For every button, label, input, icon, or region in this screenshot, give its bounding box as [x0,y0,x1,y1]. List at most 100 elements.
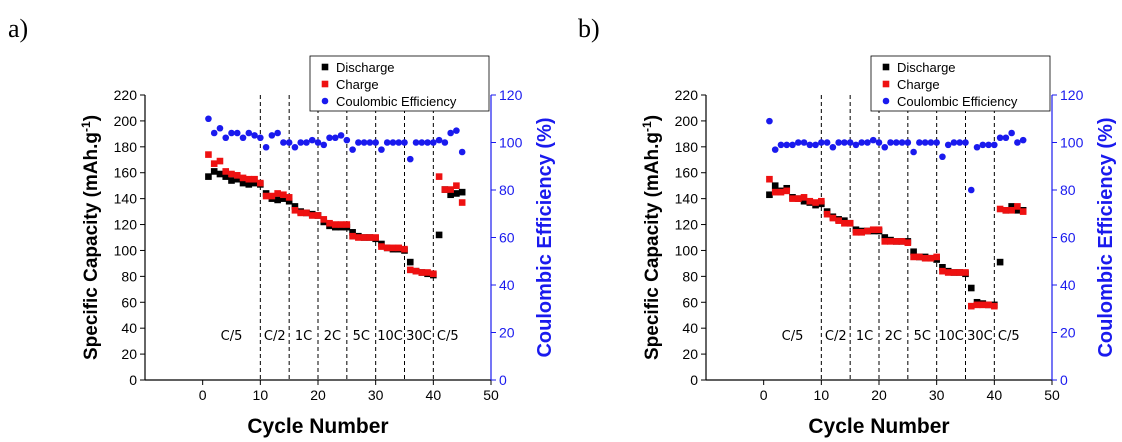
charge-point [383,244,391,252]
discharge-point [967,284,975,292]
efficiency-point [389,139,397,146]
y-tick-label: 20 [682,346,698,362]
charge-point [337,221,345,228]
efficiency-point [771,146,779,153]
charge-point [262,192,270,200]
efficiency-point [800,139,808,146]
charge-point [401,245,408,253]
discharge-point [881,234,889,241]
efficiency-point [418,139,426,146]
efficiency-point [852,141,860,149]
charge-point [875,226,883,234]
charge-point [435,173,443,180]
y-tick-label: 40 [121,320,137,336]
discharge-point [274,196,281,204]
panel-label-b: b) [578,14,600,43]
discharge-point [1014,206,1021,214]
legend-marker-efficiency [321,97,329,105]
y2-tick-label: 40 [499,277,515,293]
y-tick-label: 0 [129,372,137,388]
rate-label: C/5 [998,329,1020,344]
efficiency-point [274,129,281,137]
rate-label: 30C [967,329,993,344]
efficiency-point [297,139,305,146]
charge-point [430,270,437,278]
discharge-point [210,168,218,175]
y-tick-label: 100 [675,242,699,258]
charge-point [921,254,929,262]
efficiency-point [829,143,837,151]
efficiency-point [985,141,992,149]
efficiency-point [228,129,235,137]
efficiency-point [401,139,408,146]
discharge-point [766,191,773,199]
y-tick-label: 60 [121,294,137,310]
y-tick-label: 180 [675,139,699,155]
efficiency-point [835,139,842,146]
efficiency-point [222,134,230,142]
charge-point [904,239,912,246]
rate-label: 1C [856,329,873,344]
efficiency-point [904,139,912,146]
y2-tick-label: 20 [1060,325,1076,341]
efficiency-point [846,139,854,146]
efficiency-point [383,139,391,146]
x-tick-label: 0 [760,387,768,403]
charge-point [406,266,414,274]
x-tick-label: 30 [368,387,384,403]
efficiency-point [343,136,351,144]
y-tick-label: 220 [675,87,699,103]
y2-tick-label: 100 [499,135,523,151]
legend-marker-efficiency [882,97,890,105]
panel-label-a: a) [8,14,29,43]
discharge-point [447,191,454,199]
charge-point [823,210,831,218]
efficiency-point [308,136,316,144]
efficiency-point [458,148,466,156]
charge-point [222,168,230,175]
charge-point [257,179,264,187]
y-tick-label: 60 [682,294,698,310]
efficiency-point [996,134,1004,142]
charge-point [944,269,952,276]
legend: Discharge Charge Coulombic Efficiency [309,55,490,112]
charge-point [818,197,825,205]
efficiency-point [239,134,247,142]
charge-point [228,170,235,178]
rate-label: 1C [295,329,312,344]
x-tick-label: 50 [1044,387,1060,403]
efficiency-point [893,139,900,146]
charge-point [343,221,351,228]
x-tick-label: 50 [483,387,499,403]
y-axis-title-main: Specific Capacity (mAh.g [81,132,102,360]
discharge-point [285,197,293,205]
y2-tick-label: 40 [1060,277,1076,293]
efficiency-point [1019,136,1027,144]
legend-label: Discharge [336,60,395,75]
efficiency-point [818,139,825,146]
discharge-point [280,195,287,202]
x-tick-label: 40 [987,387,1003,403]
y-tick-label: 120 [675,217,699,233]
discharge-point [458,188,466,196]
efficiency-point [326,134,333,142]
discharge-point [939,263,946,271]
y2-tick-label: 20 [499,325,515,341]
charge-point [783,187,791,195]
charge-point [349,232,356,240]
efficiency-point [979,141,987,149]
efficiency-point [898,139,906,146]
efficiency-point [332,134,339,142]
y2-tick-label: 0 [499,372,507,388]
charge-point [852,229,860,236]
discharge-point [291,203,299,210]
y-tick-label: 140 [114,191,138,207]
charge-point [967,302,975,310]
x-axis-title: Cycle Number [247,415,388,438]
efficiency-point [447,129,454,137]
discharge-point [239,179,247,187]
x-tick-label: 20 [310,387,326,403]
discharge-point [228,177,235,184]
charge-point [1008,206,1015,214]
y2-tick-label: 100 [1060,135,1084,151]
